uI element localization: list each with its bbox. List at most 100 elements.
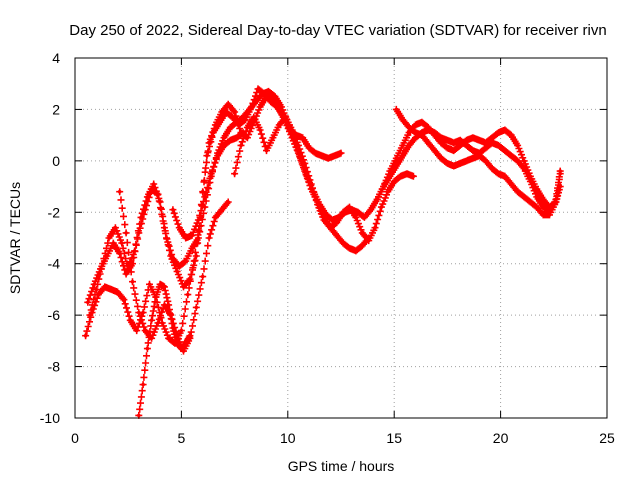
data-point	[186, 292, 190, 297]
data-point	[264, 148, 269, 153]
data-point	[354, 249, 358, 253]
data-point	[175, 341, 179, 346]
data-point	[483, 146, 488, 150]
data-point	[181, 285, 186, 289]
data-point	[426, 125, 431, 130]
data-point	[222, 143, 226, 148]
data-point	[254, 99, 258, 104]
data-point	[86, 300, 90, 305]
data-point	[145, 346, 150, 351]
data-point	[458, 143, 463, 148]
data-point	[188, 277, 192, 281]
data-point	[122, 297, 126, 302]
data-point	[234, 135, 239, 140]
data-point	[241, 115, 245, 119]
data-point	[300, 135, 305, 140]
data-point	[154, 295, 158, 299]
data-point	[515, 143, 520, 148]
data-point	[141, 382, 145, 387]
data-point	[313, 151, 318, 155]
data-point	[120, 241, 124, 245]
data-point	[183, 341, 188, 346]
y-tick-label: 0	[52, 153, 60, 169]
data-point	[179, 328, 184, 333]
data-point	[143, 328, 147, 333]
data-point	[256, 87, 260, 91]
axis-ticks: 0 5 10 15 20 25 -10 -8 -6 -4 -2 0 2 4	[40, 50, 615, 446]
data-point	[341, 210, 345, 215]
data-point	[124, 272, 128, 276]
data-point	[407, 130, 411, 135]
data-point	[322, 218, 326, 222]
data-point	[535, 205, 539, 209]
data-point	[228, 125, 233, 130]
data-point	[413, 135, 418, 140]
data-point	[400, 143, 405, 148]
data-point	[334, 233, 339, 238]
data-point	[258, 128, 262, 132]
data-point	[149, 318, 154, 323]
data-point	[330, 218, 335, 222]
data-point	[471, 156, 475, 161]
data-point	[426, 141, 431, 145]
data-point	[215, 153, 220, 158]
data-point	[196, 218, 201, 222]
data-point	[471, 135, 475, 140]
data-point	[369, 207, 373, 212]
data-point	[252, 115, 256, 119]
data-point	[232, 110, 237, 114]
data-point	[341, 241, 345, 245]
data-point	[445, 161, 450, 166]
data-point	[554, 200, 558, 204]
data-point	[375, 197, 380, 202]
data-point	[407, 143, 411, 148]
x-tick-label: 10	[280, 430, 296, 446]
data-point	[160, 321, 164, 325]
series-track-9	[373, 118, 564, 211]
data-series	[82, 85, 564, 419]
data-point	[245, 125, 250, 130]
data-point	[332, 153, 337, 158]
data-point	[535, 187, 539, 191]
data-point	[394, 164, 399, 168]
data-point	[541, 205, 545, 209]
data-point	[558, 171, 562, 176]
data-point	[483, 159, 488, 163]
y-tick-label: 2	[52, 101, 60, 117]
data-point	[420, 133, 424, 137]
data-point	[158, 200, 162, 204]
data-point	[400, 153, 405, 158]
data-point	[496, 130, 501, 135]
data-point	[360, 231, 365, 235]
data-point	[445, 146, 450, 150]
data-point	[151, 182, 156, 186]
x-tick-label: 25	[599, 430, 615, 446]
data-point	[360, 243, 365, 248]
data-point	[354, 215, 358, 220]
y-tick-label: -10	[40, 410, 60, 426]
data-point	[273, 94, 277, 99]
data-point	[515, 159, 520, 163]
series-track-6	[169, 129, 247, 242]
data-point	[207, 236, 211, 240]
data-point	[100, 261, 105, 266]
data-point	[328, 225, 333, 230]
y-tick-label: -6	[48, 307, 61, 323]
data-point	[386, 189, 390, 194]
data-point	[452, 164, 456, 168]
data-point	[177, 264, 182, 269]
data-point	[213, 123, 218, 127]
data-point	[483, 141, 488, 145]
data-point	[130, 279, 135, 284]
data-point	[260, 92, 265, 96]
data-point	[177, 225, 182, 230]
data-point	[464, 138, 469, 143]
x-axis-label: GPS time / hours	[288, 458, 395, 474]
data-point	[398, 174, 403, 179]
data-point	[194, 305, 199, 310]
data-point	[196, 236, 201, 240]
data-point	[183, 236, 188, 240]
data-point	[234, 120, 239, 125]
data-point	[303, 161, 307, 166]
